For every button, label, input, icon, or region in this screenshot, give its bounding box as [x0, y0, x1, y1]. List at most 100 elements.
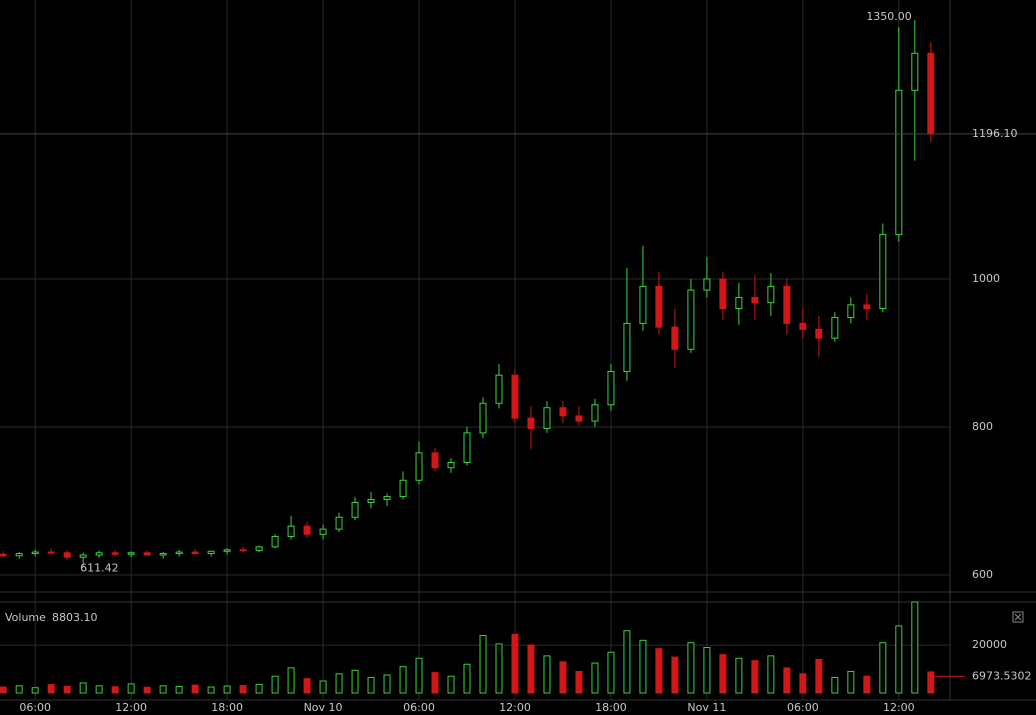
candle-body — [751, 296, 759, 304]
volume-bar — [671, 656, 679, 694]
x-tick-label: Nov 11 — [687, 701, 726, 714]
volume-bar — [159, 685, 167, 694]
volume-title: Volume — [5, 611, 46, 624]
volume-bar — [15, 685, 23, 694]
volume-bar — [831, 676, 839, 694]
candle-body — [271, 536, 279, 548]
close-icon-cross[interactable] — [1014, 613, 1022, 621]
candle-body — [111, 552, 119, 555]
x-tick-label: 06:00 — [19, 701, 51, 714]
candle-body — [895, 89, 903, 236]
candle-body — [239, 549, 247, 552]
x-tick-label: 18:00 — [595, 701, 627, 714]
volume-bar — [463, 663, 471, 694]
volume-bar — [815, 658, 823, 694]
volume-bar — [127, 683, 135, 694]
volume-bar — [47, 684, 55, 694]
volume-bar — [191, 684, 199, 694]
candle-body — [319, 528, 327, 535]
candle-body — [0, 553, 7, 557]
volume-bar — [847, 670, 855, 694]
candle-body — [367, 499, 375, 503]
volume-bar — [735, 657, 743, 694]
candle-body — [607, 370, 615, 406]
candle-body — [175, 551, 183, 555]
volume-bar — [751, 660, 759, 694]
volume-bar — [335, 673, 343, 694]
candle-body — [287, 525, 295, 538]
candle-body — [415, 452, 423, 481]
volume-bar — [863, 675, 871, 694]
volume-bar — [399, 666, 407, 694]
volume-bar — [687, 642, 695, 694]
close-icon[interactable] — [1012, 611, 1024, 623]
volume-bar — [575, 670, 583, 694]
volume-bar — [895, 625, 903, 694]
y-tick-label: 600 — [972, 568, 993, 581]
candle-body — [511, 374, 519, 419]
candle-body — [95, 552, 103, 556]
candle-body — [495, 374, 503, 404]
candle-body — [143, 552, 151, 556]
x-tick-label: 12:00 — [115, 701, 147, 714]
candle-body — [767, 285, 775, 304]
candle-body — [447, 462, 455, 469]
volume-bar — [0, 686, 7, 694]
volume-last: 8803.10 — [52, 611, 98, 624]
candle-body — [527, 417, 535, 429]
candle-body — [79, 554, 87, 558]
volume-ma-label: 6973.5302 — [972, 669, 1032, 682]
candle-body — [399, 479, 407, 498]
volume-bar — [63, 685, 71, 694]
candle-body — [911, 52, 919, 91]
candle-body — [223, 549, 231, 552]
volume-bar — [415, 657, 423, 694]
volume-bar — [511, 633, 519, 694]
candle-body — [63, 552, 71, 558]
volume-bar — [543, 655, 551, 694]
volume-bar — [223, 685, 231, 694]
candle-body — [831, 316, 839, 339]
volume-bar — [207, 686, 215, 694]
x-tick-label: 12:00 — [499, 701, 531, 714]
candle-body — [687, 289, 695, 350]
volume-bar — [655, 648, 663, 694]
candle-body — [431, 452, 439, 469]
candle-body — [591, 404, 599, 422]
volume-bar — [95, 685, 103, 694]
low-label: 611.42 — [80, 562, 119, 575]
candle-body — [879, 234, 887, 310]
last-price-label: 1196.10 — [972, 127, 1018, 140]
candle-body — [31, 551, 39, 555]
volume-bar — [319, 680, 327, 694]
candle-body — [383, 496, 391, 501]
candle-body — [335, 516, 343, 530]
volume-bar — [303, 678, 311, 694]
x-tick-label: 12:00 — [883, 701, 915, 714]
candle-body — [543, 407, 551, 429]
candle-body — [847, 304, 855, 318]
volume-bar — [767, 655, 775, 694]
candle-body — [575, 415, 583, 422]
y-tick-label: 1000 — [972, 272, 1000, 285]
volume-bar — [31, 687, 39, 694]
candle-body — [207, 550, 215, 555]
volume-bar — [367, 676, 375, 694]
candle-body — [15, 553, 23, 557]
volume-bar — [879, 642, 887, 694]
candle-body — [815, 328, 823, 339]
volume-bar — [383, 674, 391, 694]
volume-bar — [927, 671, 935, 694]
volume-bar — [271, 675, 279, 694]
candle-body — [191, 551, 199, 555]
x-tick-label: 06:00 — [787, 701, 819, 714]
candle-body — [927, 52, 935, 135]
candle-body — [303, 525, 311, 535]
candle-body — [671, 326, 679, 350]
volume-bar — [175, 686, 183, 694]
candle-body — [799, 322, 807, 330]
candle-body — [783, 285, 791, 324]
volume-bar — [591, 662, 599, 694]
